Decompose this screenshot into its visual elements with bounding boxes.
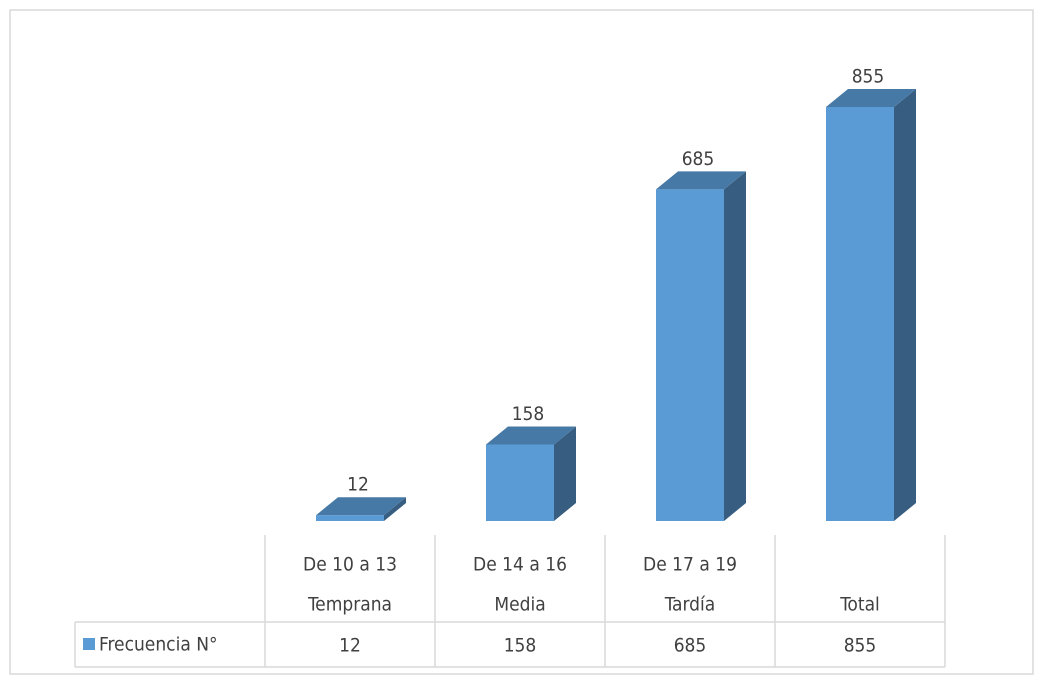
- data-label: 685: [682, 148, 715, 170]
- bar: [486, 444, 554, 521]
- bar: [316, 515, 384, 521]
- table-value: 685: [674, 635, 707, 657]
- legend-label: Frecuencia N°: [99, 634, 218, 656]
- x-tick-label: Media: [494, 594, 545, 616]
- x-tick-label: Total: [839, 594, 880, 616]
- bar: [656, 189, 724, 521]
- bar-side: [554, 426, 576, 521]
- table-value: 158: [504, 635, 537, 657]
- bar-top: [486, 426, 576, 445]
- bar-side: [724, 171, 746, 521]
- table-value: 12: [339, 635, 361, 657]
- bar-top: [316, 497, 406, 516]
- data-label: 12: [347, 474, 369, 496]
- bar: [826, 107, 894, 521]
- table-value: 855: [844, 635, 877, 657]
- chart-frame: [9, 9, 1034, 675]
- bar-top: [656, 171, 746, 190]
- x-tick-label: Tardía: [664, 594, 716, 616]
- bar-side: [384, 497, 406, 521]
- x-tick-label: De 17 a 19: [643, 554, 737, 576]
- legend-swatch: [83, 638, 95, 650]
- data-label: 158: [512, 403, 545, 425]
- x-tick-label: De 14 a 16: [473, 554, 567, 576]
- data-label: 855: [852, 66, 885, 88]
- x-tick-label: Temprana: [307, 594, 392, 616]
- bar-top: [826, 89, 916, 107]
- bar-side: [894, 89, 916, 521]
- x-tick-label: De 10 a 13: [303, 554, 397, 576]
